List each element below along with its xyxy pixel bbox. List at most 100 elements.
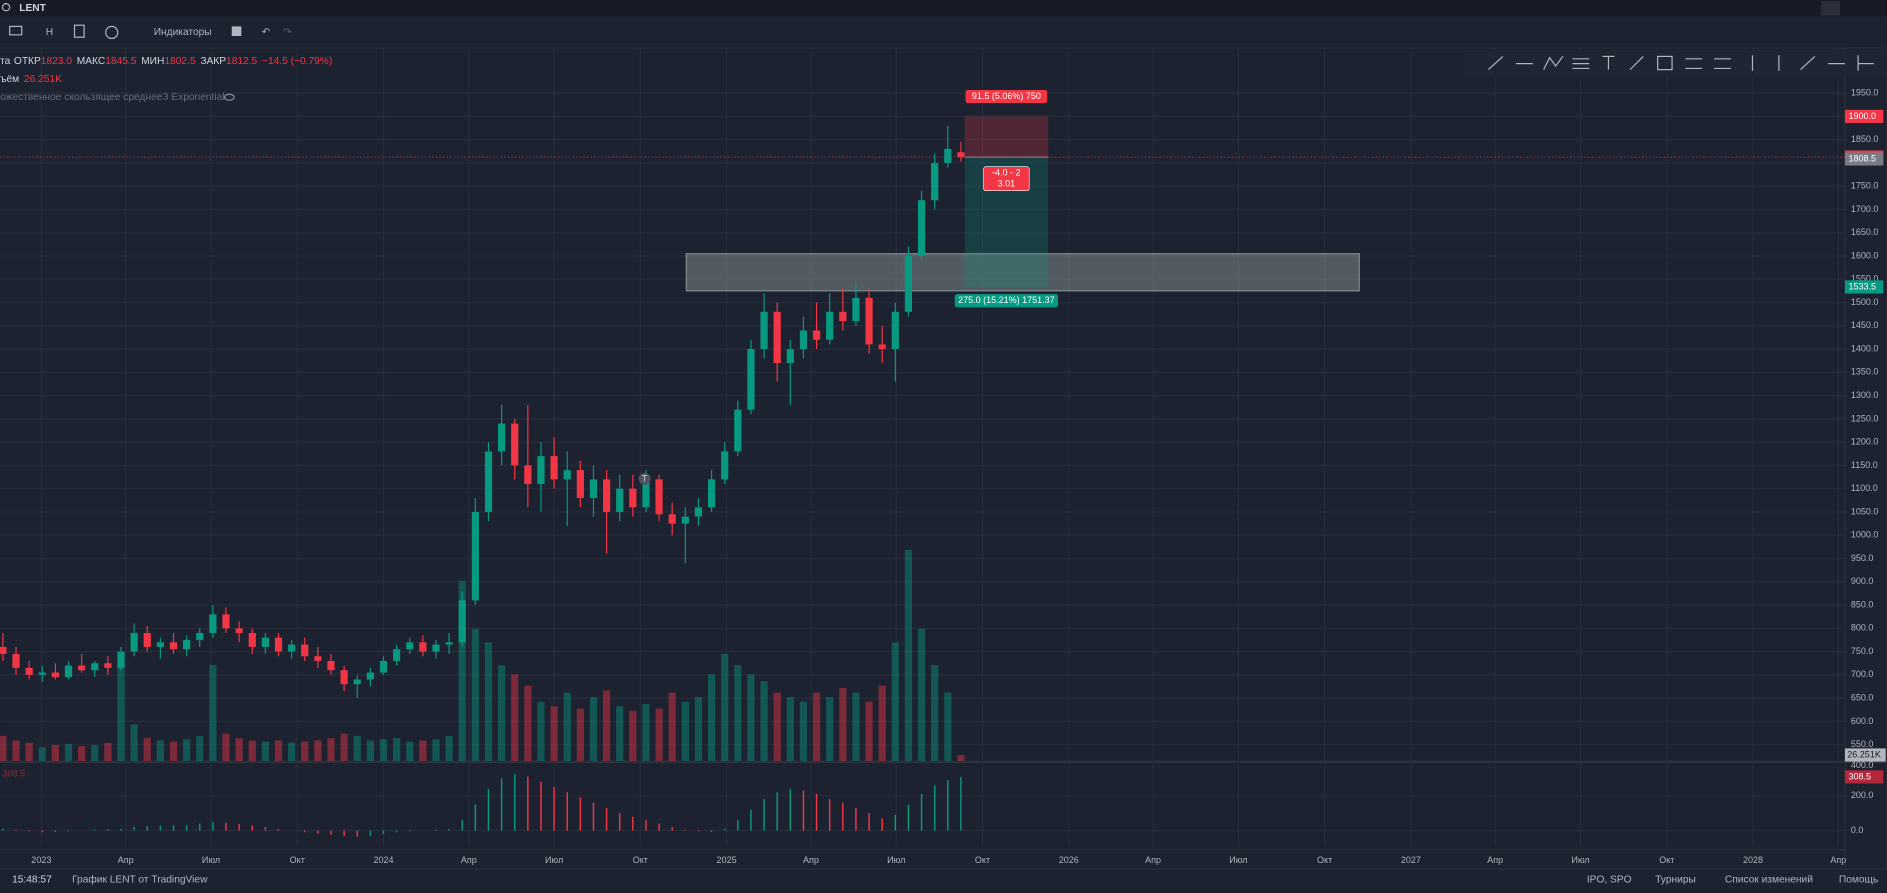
volume-bar bbox=[327, 738, 335, 761]
y-tick-label: 550.0 bbox=[1851, 739, 1874, 749]
histogram-bar bbox=[304, 830, 306, 833]
candle-body bbox=[852, 297, 860, 322]
volume-bar bbox=[655, 708, 663, 761]
volume-bar bbox=[497, 665, 506, 761]
histogram-bar bbox=[317, 830, 319, 834]
histogram-bar bbox=[146, 826, 148, 831]
candle-body bbox=[629, 488, 637, 508]
volume-bar bbox=[786, 697, 794, 761]
x-tick-label: Июл bbox=[887, 855, 905, 865]
histogram-bar bbox=[277, 828, 280, 831]
low-value: 1802.5 bbox=[164, 56, 195, 67]
volume-bar bbox=[616, 706, 624, 761]
collapse-button[interactable] bbox=[1820, 1, 1841, 16]
y-tick-label: 950.0 bbox=[1851, 553, 1874, 563]
histogram-bar bbox=[395, 830, 398, 833]
compare-icon[interactable] bbox=[105, 25, 119, 40]
volume-bar bbox=[38, 747, 46, 761]
price-axis bbox=[1844, 47, 1887, 870]
x-tick-label: Окт bbox=[633, 855, 648, 865]
volume-bar bbox=[471, 628, 479, 761]
candle-body bbox=[668, 514, 676, 524]
histogram-bar bbox=[409, 830, 411, 832]
templates-icon[interactable] bbox=[231, 26, 242, 37]
candle-body bbox=[904, 256, 913, 312]
ipo-link[interactable]: IPO, SPO bbox=[1587, 874, 1632, 885]
volume-bar bbox=[78, 746, 86, 761]
x-tick-label: Апр bbox=[803, 855, 819, 865]
event-marker[interactable] bbox=[638, 472, 651, 485]
candle-body bbox=[655, 479, 663, 515]
close-label: ЗАКР bbox=[200, 56, 226, 67]
high-label: МАКС bbox=[77, 56, 105, 67]
histogram-bar bbox=[960, 776, 962, 831]
changes-link[interactable]: Список изменений bbox=[1725, 874, 1813, 885]
volume-bar bbox=[812, 692, 821, 761]
drawing-toolbar bbox=[1464, 50, 1887, 77]
volume-bar bbox=[261, 741, 269, 761]
volume-bar bbox=[393, 738, 401, 761]
histogram-bar bbox=[15, 829, 17, 831]
change-value: −14.5 (−0.79%) bbox=[262, 56, 332, 67]
y-tick-label: 1550.0 bbox=[1851, 274, 1879, 284]
low-label: МИН bbox=[141, 56, 164, 67]
indicators-button[interactable]: Индикаторы bbox=[154, 27, 212, 38]
y-tick-label: 1400.0 bbox=[1851, 343, 1879, 353]
volume-bar bbox=[288, 742, 296, 761]
candle-body bbox=[917, 200, 926, 257]
histogram-bar bbox=[802, 790, 805, 831]
cart-icon[interactable] bbox=[9, 25, 23, 36]
histogram-bar bbox=[618, 813, 621, 831]
y-tick-label: 650.0 bbox=[1851, 693, 1874, 703]
interval[interactable]: Н bbox=[46, 27, 53, 38]
y-tick-label: 200.0 bbox=[1851, 790, 1874, 800]
x-tick-label: Апр bbox=[1830, 855, 1846, 865]
histogram-bar bbox=[632, 816, 634, 831]
candle-body bbox=[524, 465, 532, 485]
symbol[interactable]: LENT bbox=[19, 3, 46, 14]
volume-bar bbox=[340, 733, 348, 761]
volume-bar bbox=[511, 674, 519, 761]
candle-body bbox=[589, 479, 598, 499]
volume-bar bbox=[183, 739, 191, 761]
volume-legend: ъём 26.251K bbox=[0, 74, 62, 85]
volume-bar bbox=[865, 701, 873, 761]
candle-body bbox=[314, 656, 322, 661]
undo[interactable]: ↶ bbox=[262, 27, 271, 38]
histogram-bar bbox=[737, 820, 739, 831]
volume-bar bbox=[563, 692, 571, 761]
candle-body bbox=[839, 311, 847, 322]
candle-body bbox=[707, 479, 716, 508]
candle-body bbox=[944, 148, 952, 163]
tournaments-link[interactable]: Турниры bbox=[1655, 874, 1696, 885]
help-link[interactable]: Помощь bbox=[1839, 874, 1878, 885]
visibility-icon[interactable] bbox=[223, 93, 235, 101]
search-icon[interactable] bbox=[1, 3, 11, 12]
open-label: ОТКР bbox=[14, 56, 41, 67]
result-label-box bbox=[983, 166, 1030, 192]
credit[interactable]: График LENT от TradingView bbox=[72, 873, 208, 885]
histogram-bar bbox=[251, 825, 253, 831]
redo[interactable]: ↷ bbox=[283, 27, 292, 38]
event-marker-label[interactable]: T bbox=[642, 473, 648, 483]
y-tick-label: 0.0 bbox=[1851, 825, 1864, 835]
histogram-bar bbox=[185, 824, 188, 831]
histogram-bar bbox=[933, 785, 936, 831]
candle-body bbox=[248, 632, 256, 647]
volume-bar bbox=[274, 740, 283, 761]
x-tick-label: Апр bbox=[1487, 855, 1503, 865]
candle-body bbox=[235, 628, 243, 633]
volume-bar bbox=[799, 701, 808, 761]
drawing-tools[interactable] bbox=[1488, 55, 1874, 71]
volume-bar bbox=[891, 642, 899, 761]
volume-bar bbox=[773, 692, 781, 761]
histogram-bar bbox=[540, 781, 542, 831]
histogram-bar bbox=[172, 825, 175, 831]
histogram-bar bbox=[487, 788, 490, 831]
histogram-bar bbox=[120, 828, 122, 831]
y-tick-label: 600.0 bbox=[1851, 716, 1874, 726]
x-tick-label: 2028 bbox=[1743, 855, 1763, 865]
candle-body bbox=[288, 644, 296, 652]
chart-type-icon[interactable] bbox=[73, 24, 85, 38]
candle-body bbox=[471, 511, 479, 601]
